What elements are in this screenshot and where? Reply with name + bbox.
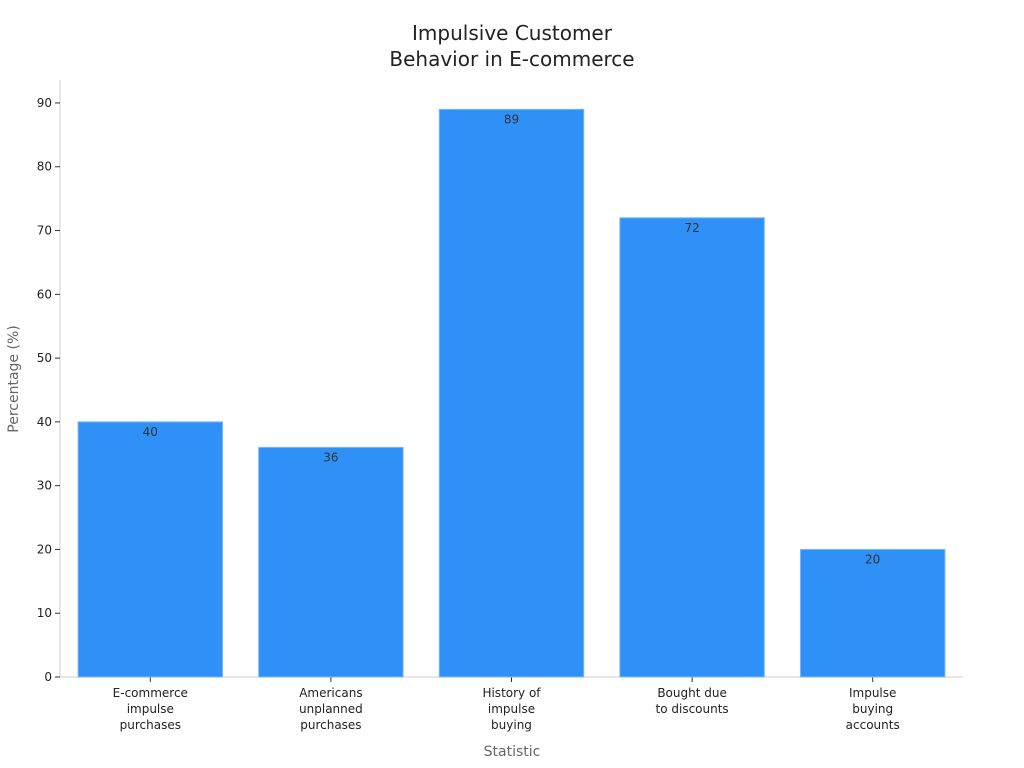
x-tick-label: History of impulse buying [482, 686, 541, 732]
x-tick-label: Impulse buying accounts [846, 686, 900, 732]
x-tick-label: E-commerce impulse purchases [113, 686, 188, 732]
bar [799, 548, 946, 678]
chart-title: Impulsive Customer Behavior in E-commerce [389, 21, 634, 71]
x-tick-label: Americans unplanned purchases [299, 686, 363, 732]
y-tick-label: 10 [37, 606, 52, 620]
y-tick-label: 70 [37, 224, 52, 238]
value-label: 40 [143, 425, 158, 439]
y-tick-label: 90 [37, 96, 52, 110]
x-axis-label: Statistic [484, 744, 541, 760]
y-tick-label: 30 [37, 479, 52, 493]
bar [619, 217, 765, 678]
y-tick-label: 20 [37, 542, 52, 556]
y-tick-label: 60 [37, 287, 52, 301]
y-axis-label: Percentage (%) [6, 325, 22, 432]
y-tick-label: 40 [37, 415, 52, 429]
y-tick-label: 80 [37, 160, 52, 174]
value-label: 20 [865, 552, 880, 566]
x-tick-label: Bought due to discounts [656, 686, 729, 716]
value-label: 36 [323, 450, 338, 464]
bar [77, 421, 224, 678]
y-tick-label: 0 [44, 670, 52, 684]
bar [258, 446, 404, 678]
value-label: 72 [684, 221, 699, 235]
y-tick-label: 50 [37, 351, 52, 365]
bar [438, 108, 585, 678]
value-label: 89 [504, 112, 519, 126]
